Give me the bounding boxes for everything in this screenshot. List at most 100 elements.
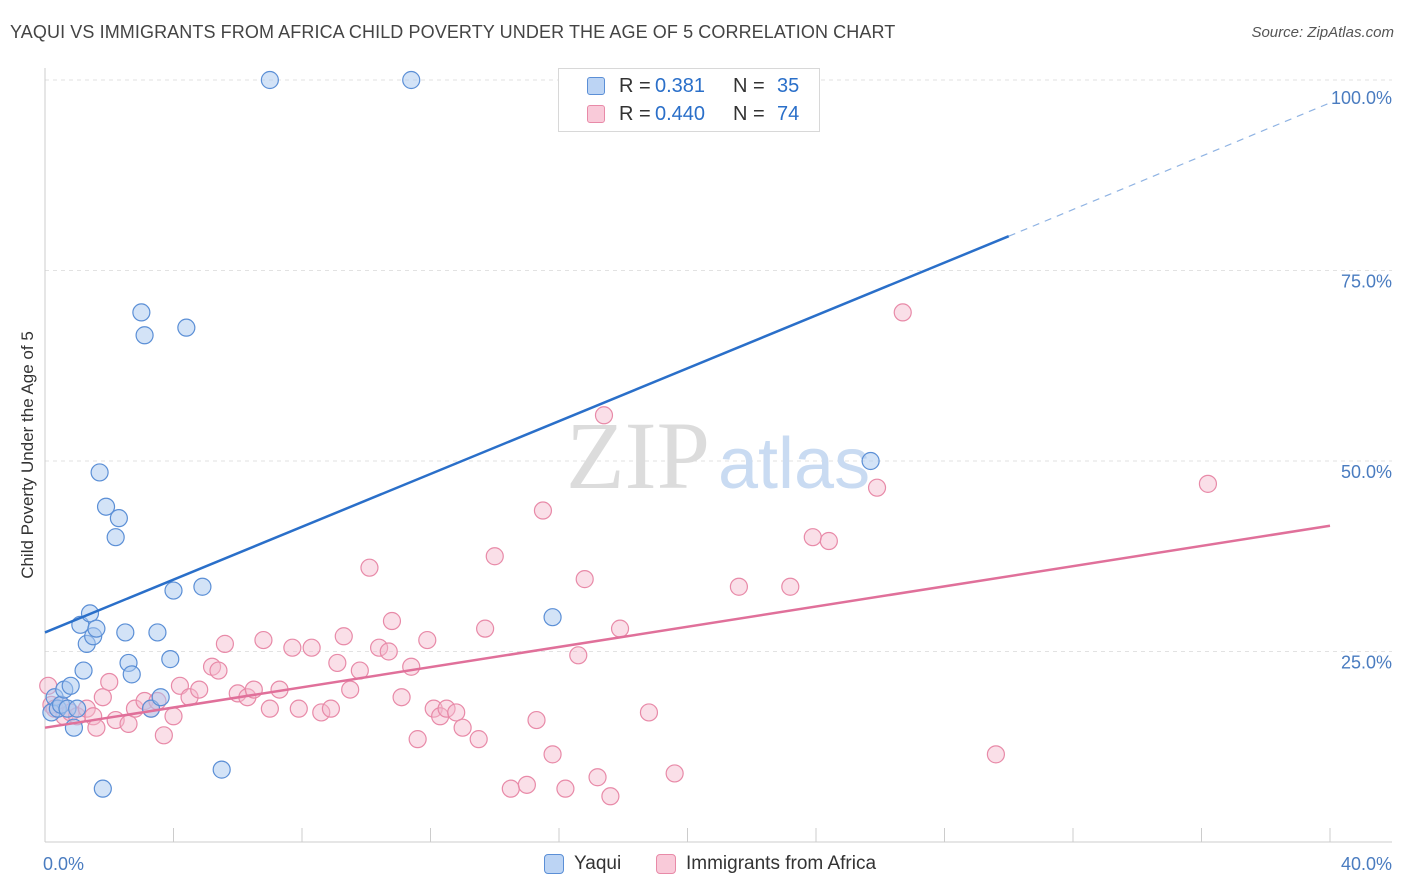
x-tick-label-min: 0.0%: [43, 854, 84, 874]
yaqui-trend-extension: [1008, 102, 1331, 237]
legend-r-label: R =: [619, 102, 651, 125]
africa-point: [254, 630, 273, 650]
africa-point: [453, 718, 472, 737]
africa-point: [485, 547, 504, 566]
africa-point: [588, 768, 607, 787]
africa-point: [556, 779, 575, 798]
africa-point: [533, 501, 553, 520]
africa-point: [729, 577, 749, 596]
africa-trend-line: [44, 524, 1331, 729]
africa-point: [803, 528, 822, 547]
yaqui-point: [122, 665, 141, 684]
africa-point: [867, 478, 887, 497]
africa-point: [382, 611, 402, 631]
yaqui-point: [61, 676, 80, 695]
africa-point: [501, 779, 520, 798]
yaqui-point: [87, 619, 106, 638]
yaqui-point: [212, 760, 231, 779]
yaqui-point: [90, 463, 109, 482]
africa-point: [527, 710, 546, 730]
africa-point: [392, 688, 411, 707]
y-tick-label: 100.0%: [1331, 88, 1392, 108]
africa-point: [215, 634, 234, 653]
legend-r-label: R =: [619, 74, 651, 97]
yaqui-point: [402, 70, 421, 90]
y-tick-label: 50.0%: [1341, 462, 1392, 482]
y-tick-label: 25.0%: [1341, 653, 1392, 673]
bottom-legend-label-africa: Immigrants from Africa: [686, 853, 877, 874]
africa-point: [379, 642, 398, 661]
watermark-zip: ZIP: [566, 402, 710, 509]
africa-point: [402, 657, 421, 676]
legend-n-label: N =: [733, 74, 765, 97]
africa-point: [321, 699, 341, 718]
legend-r-value: 0.381: [655, 74, 706, 97]
yaqui-point: [164, 581, 183, 600]
africa-point: [424, 699, 443, 718]
africa-point: [893, 303, 912, 322]
africa-point: [469, 730, 488, 749]
africa-point: [360, 558, 379, 577]
yaqui-point: [543, 608, 562, 627]
yaqui-point: [151, 688, 170, 707]
y-axis-title: Child Poverty Under the Age of 5: [18, 331, 37, 579]
africa-point: [594, 406, 614, 425]
africa-point: [312, 703, 331, 722]
africa-point: [341, 680, 360, 699]
africa-point: [665, 764, 684, 783]
africa-point: [100, 672, 119, 692]
legend-n-label: N =: [733, 102, 765, 125]
legend-swatch-africa: [587, 105, 605, 123]
y-tick-label: 75.0%: [1341, 272, 1392, 292]
africa-point: [569, 646, 588, 665]
yaqui-point: [106, 528, 125, 547]
legend-swatch-yaqui: [587, 77, 605, 95]
legend-row-yaqui: R = 0.381 N = 35: [559, 72, 799, 100]
bottom-legend-swatch-yaqui: [544, 854, 564, 874]
africa-point: [601, 787, 620, 806]
chart-title: YAQUI VS IMMIGRANTS FROM AFRICA CHILD PO…: [10, 22, 896, 42]
bottom-legend-label-yaqui: Yaqui: [574, 853, 622, 874]
africa-point: [289, 699, 308, 718]
gridlines: [45, 79, 1392, 652]
africa-point: [408, 730, 427, 749]
legend-n-value: 74: [777, 102, 800, 125]
africa-point: [575, 570, 594, 589]
africa-point: [93, 688, 112, 707]
legend-r-value: 0.440: [655, 102, 706, 125]
yaqui-point: [116, 623, 135, 642]
yaqui-point: [132, 303, 151, 322]
yaqui-point: [161, 650, 180, 669]
yaqui-point: [148, 623, 167, 642]
africa-point: [283, 638, 302, 657]
africa-point: [209, 661, 228, 680]
yaqui-point: [96, 497, 116, 516]
africa-point: [781, 577, 800, 596]
africa-point: [447, 703, 466, 722]
africa-point: [260, 699, 279, 718]
africa-point: [437, 699, 456, 718]
africa-point: [190, 680, 209, 699]
africa-point: [164, 707, 183, 726]
africa-point: [543, 745, 562, 764]
africa-point: [819, 531, 838, 551]
yaqui-point: [74, 661, 93, 680]
tick-labels: 25.0% 50.0% 75.0% 100.0% 0.0% 40.0%: [43, 88, 1392, 874]
yaqui-point: [260, 70, 279, 90]
yaqui-point: [193, 577, 212, 596]
yaqui-trend-line: [44, 235, 1010, 634]
yaqui-point: [135, 326, 154, 345]
yaqui-point: [68, 699, 87, 718]
series-africa-points: [39, 303, 1218, 806]
africa-point: [517, 775, 536, 794]
africa-point: [328, 653, 347, 673]
africa-point: [119, 714, 138, 733]
africa-point: [302, 638, 321, 657]
africa-point: [1198, 474, 1218, 493]
x-tick-label-max: 40.0%: [1341, 854, 1392, 874]
source-credit: Source: ZipAtlas.com: [1251, 24, 1394, 41]
yaqui-point: [109, 509, 128, 528]
yaqui-point: [93, 779, 112, 798]
bottom-legend-africa: Immigrants from Africa: [656, 852, 876, 876]
